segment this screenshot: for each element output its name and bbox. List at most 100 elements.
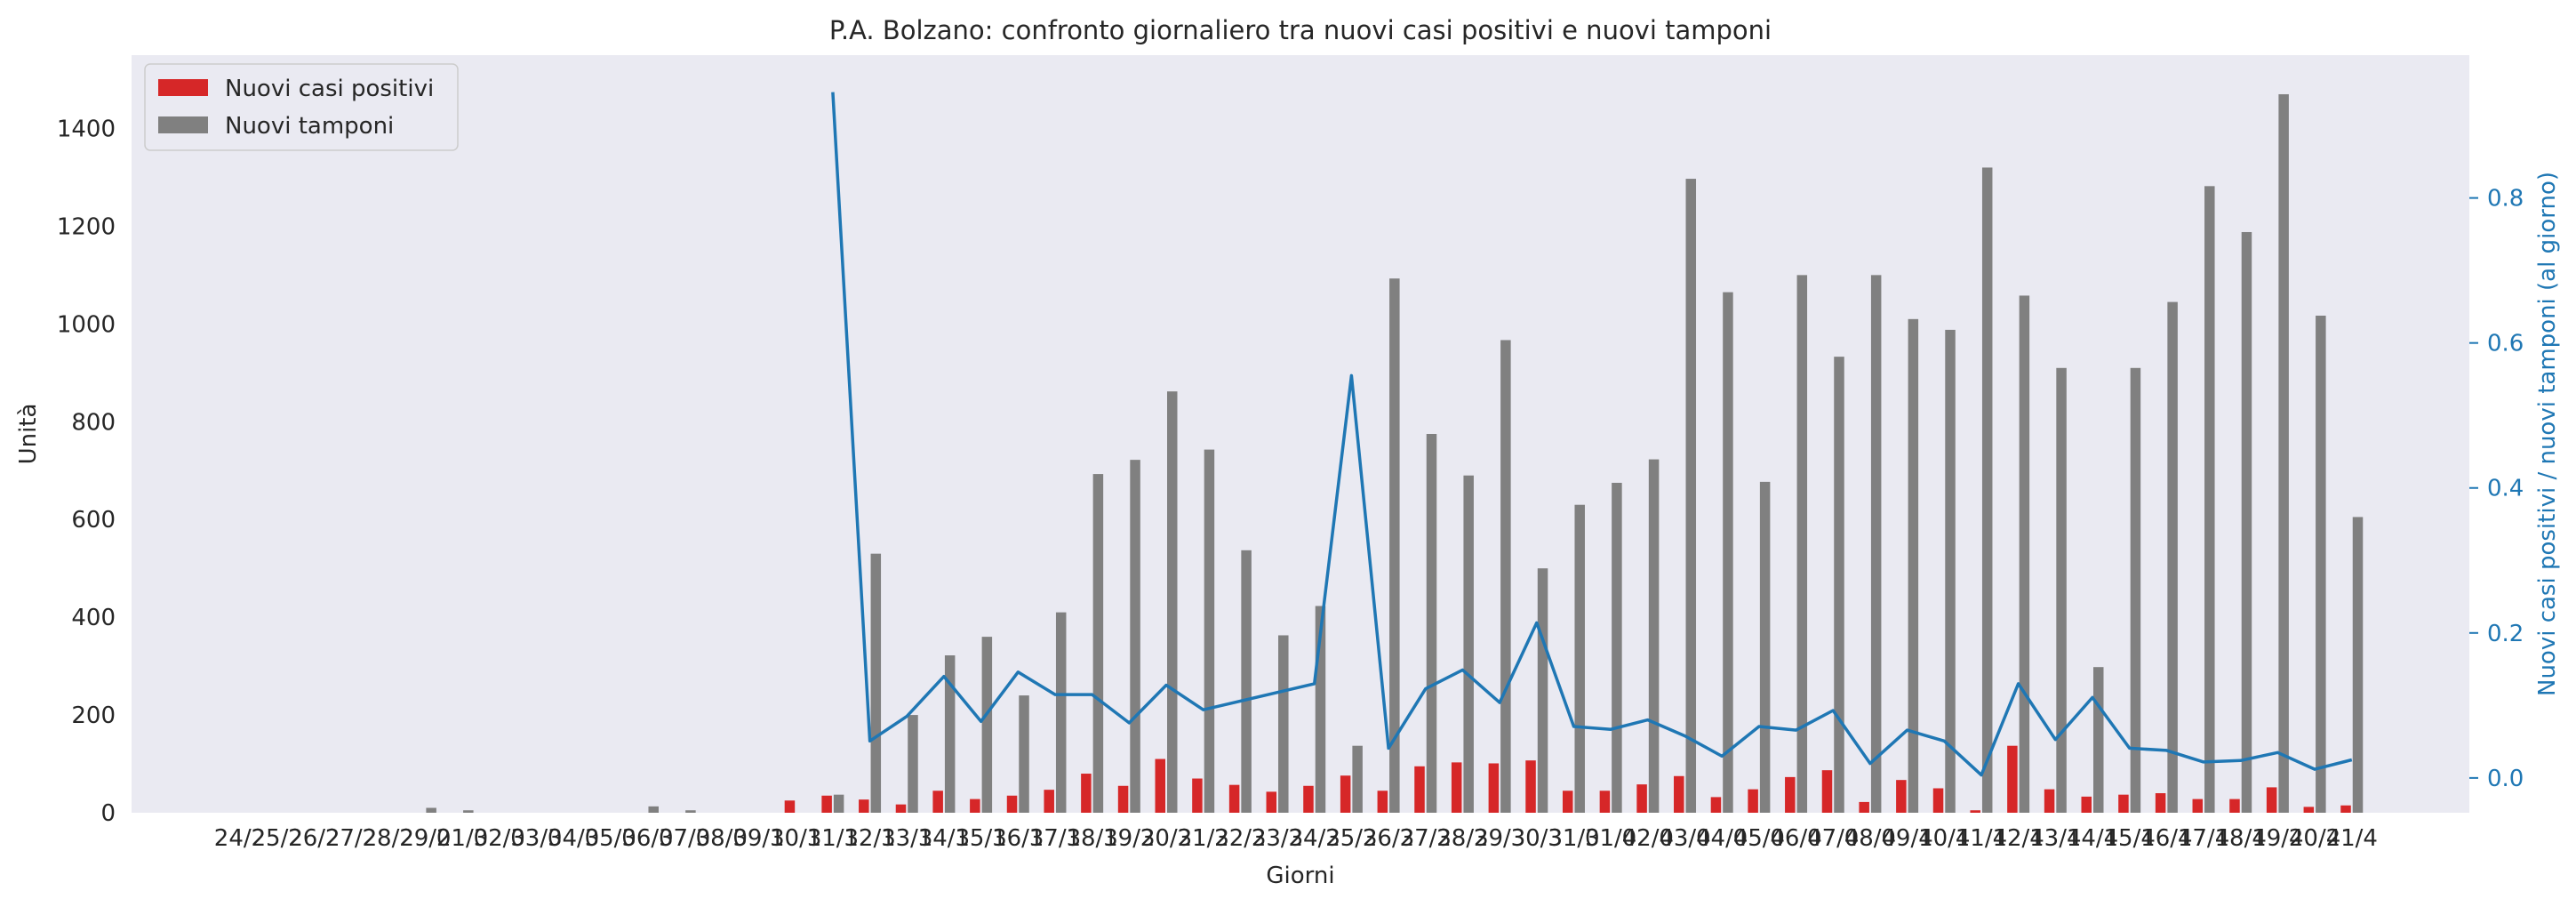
bar-tamponi — [2204, 186, 2215, 813]
bar-tamponi — [1130, 460, 1140, 813]
bar-positivi — [1378, 791, 1388, 813]
bar-tamponi — [2353, 517, 2364, 813]
bar-tamponi — [1871, 275, 1882, 813]
bar-tamponi — [1352, 746, 1363, 813]
bar-positivi — [2156, 793, 2166, 813]
y-tick-label: 400 — [71, 605, 116, 631]
y2-tick-label: 0.0 — [2487, 766, 2524, 792]
bar-tamponi — [1760, 482, 1771, 813]
bar-positivi — [1785, 777, 1796, 813]
bar-positivi — [859, 799, 869, 813]
bar-positivi — [2267, 787, 2277, 813]
bar-tamponi — [648, 807, 659, 813]
legend-label-positivi: Nuovi casi positivi — [225, 76, 434, 102]
bar-positivi — [1081, 774, 1092, 813]
bar-tamponi — [2093, 667, 2104, 813]
chart-title: P.A. Bolzano: confronto giornaliero tra … — [829, 15, 1772, 45]
bar-positivi — [970, 799, 980, 813]
y-tick-label: 200 — [71, 702, 116, 729]
bar-positivi — [1192, 779, 1203, 813]
bar-positivi — [1711, 797, 1722, 813]
y-tick-label: 600 — [71, 507, 116, 534]
y2-tick-label: 0.2 — [2487, 621, 2524, 647]
bar-positivi — [2007, 746, 2018, 813]
bar-tamponi — [685, 810, 696, 813]
y-axis-right: 0.00.20.40.60.8 — [2469, 186, 2524, 792]
bar-tamponi — [2056, 368, 2067, 813]
bar-positivi — [1303, 786, 1314, 813]
bar-tamponi — [982, 637, 993, 813]
plot-background — [132, 55, 2469, 813]
y2-tick-label: 0.6 — [2487, 331, 2524, 357]
bar-tamponi — [1834, 357, 1844, 813]
bar-positivi — [2118, 795, 2129, 813]
bar-tamponi — [2167, 302, 2178, 813]
bar-tamponi — [2131, 368, 2141, 813]
bar-positivi — [1229, 785, 1240, 813]
bar-positivi — [1340, 775, 1351, 813]
bar-positivi — [1859, 802, 1869, 813]
bar-positivi — [2229, 799, 2240, 813]
y-tick-label: 1400 — [57, 116, 116, 142]
bar-positivi — [1452, 762, 1462, 813]
bar-tamponi — [463, 810, 474, 813]
bar-positivi — [932, 791, 943, 813]
y2-tick-label: 0.8 — [2487, 186, 2524, 213]
bar-positivi — [2340, 806, 2351, 813]
bar-positivi — [1636, 784, 1647, 813]
bar-positivi — [1748, 790, 1758, 813]
bar-tamponi — [1612, 483, 1622, 813]
bar-positivi — [821, 796, 832, 813]
bar-tamponi — [1500, 340, 1511, 813]
bar-tamponi — [1427, 434, 1437, 813]
x-axis-label: Giorni — [1266, 863, 1334, 889]
legend-swatch-positivi — [158, 79, 208, 96]
bar-positivi — [1267, 791, 1277, 813]
bar-positivi — [1970, 810, 1980, 813]
bar-tamponi — [1649, 460, 1660, 813]
bar-tamponi — [1723, 293, 1733, 813]
bar-tamponi — [908, 715, 918, 813]
bar-positivi — [1933, 789, 1944, 813]
bar-tamponi — [1167, 391, 1178, 813]
bar-tamponi — [1278, 635, 1289, 813]
bar-tamponi — [1982, 167, 1993, 813]
legend: Nuovi casi positivi Nuovi tamponi — [145, 64, 458, 150]
bar-tamponi — [1204, 450, 1215, 813]
bar-positivi — [785, 800, 796, 813]
y-axis-label: Unità — [15, 404, 42, 465]
y-tick-label: 1000 — [57, 311, 116, 338]
bar-tamponi — [2316, 316, 2326, 813]
y-tick-label: 0 — [100, 800, 116, 827]
bar-tamponi — [1686, 179, 1697, 813]
x-tick-label: 21/4 — [2326, 825, 2378, 852]
bar-tamponi — [871, 554, 882, 813]
bar-positivi — [1822, 770, 1833, 813]
bar-positivi — [1044, 790, 1054, 813]
y-tick-label: 800 — [71, 409, 116, 436]
bar-tamponi — [1093, 474, 1104, 813]
bar-positivi — [896, 805, 907, 813]
bar-tamponi — [1019, 695, 1029, 813]
bar-positivi — [1896, 780, 1907, 813]
bar-tamponi — [1241, 550, 1252, 813]
bar-tamponi — [1463, 476, 1474, 813]
bar-positivi — [1118, 786, 1129, 813]
bar-positivi — [2082, 797, 2092, 813]
bar-tamponi — [2242, 232, 2252, 813]
bar-positivi — [2193, 799, 2204, 813]
x-axis: 24/225/226/227/228/229/201/302/303/304/3… — [214, 825, 2378, 852]
bar-tamponi — [1908, 319, 1919, 813]
bar-tamponi — [2020, 295, 2030, 813]
bar-tamponi — [1797, 275, 1808, 813]
bar-positivi — [1525, 760, 1536, 813]
bar-positivi — [1674, 776, 1684, 813]
bar-tamponi — [1945, 330, 1956, 813]
bar-tamponi — [426, 808, 436, 813]
bar-positivi — [1563, 791, 1573, 813]
bar-positivi — [2304, 807, 2315, 813]
bar-positivi — [1414, 767, 1425, 813]
